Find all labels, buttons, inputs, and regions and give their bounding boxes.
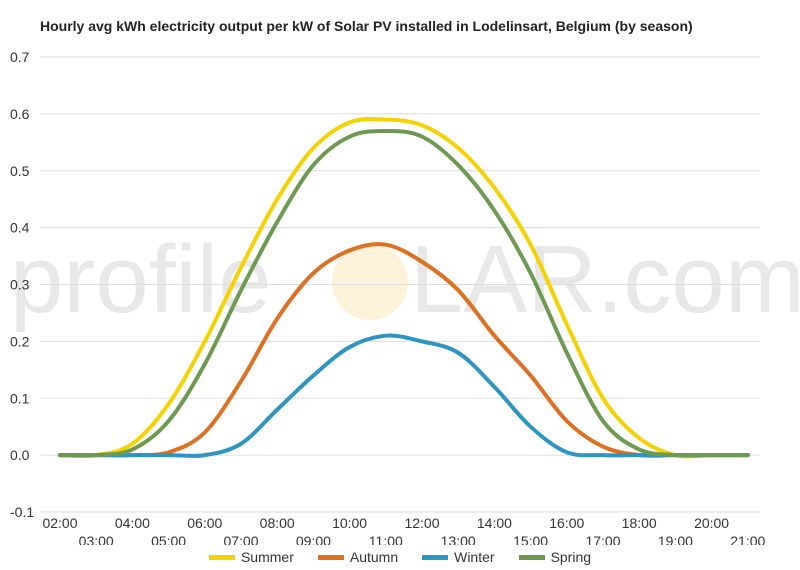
x-tick-label: 04:00 [115, 515, 150, 531]
legend-swatch-summer [208, 554, 235, 560]
x-axis: 02:0003:0004:0005:0006:0007:0008:0009:00… [42, 515, 765, 545]
series-line-spring [58, 128, 750, 458]
grid-lines [40, 56, 760, 513]
x-tick-label: 10:00 [332, 515, 367, 531]
line-chart: profile LAR.com -0.1 0.0 0.1 0.2 0.3 0.4 0.5 0.… [10, 49, 800, 545]
x-tick-label: 18:00 [622, 515, 657, 531]
legend-item-winter: Winter [422, 549, 495, 565]
x-tick-label: 06:00 [187, 515, 222, 531]
x-tick-label: 08:00 [260, 515, 295, 531]
watermark: profile LAR.com [10, 226, 800, 333]
x-tick-label: 09:00 [296, 533, 331, 545]
y-tick-label: 0.7 [10, 49, 30, 65]
legend: Summer Autumn Winter Spring [0, 549, 800, 565]
legend-label-summer: Summer [240, 549, 294, 565]
x-tick-label: 16:00 [549, 515, 584, 531]
legend-swatch-winter [422, 554, 449, 560]
x-tick-label: 13:00 [441, 533, 476, 545]
series-line-winter [58, 333, 750, 458]
legend-item-spring: Spring [518, 549, 592, 565]
x-tick-label: 17:00 [585, 533, 620, 545]
x-tick-label: 03:00 [79, 533, 114, 545]
legend-swatch-spring [518, 554, 545, 560]
x-tick-label: 15:00 [513, 533, 548, 545]
watermark-sun [332, 244, 408, 320]
y-tick-label: 0.6 [10, 106, 30, 122]
legend-label-autumn: Autumn [349, 549, 399, 565]
watermark-text-left: profile [10, 226, 271, 333]
x-tick-label: 21:00 [730, 533, 765, 545]
chart-title: Hourly avg kWh electricity output per kW… [40, 18, 693, 34]
legend-item-autumn: Autumn [317, 549, 399, 565]
x-tick-label: 12:00 [404, 515, 439, 531]
legend-swatch-autumn [317, 554, 344, 560]
x-tick-label: 05:00 [151, 533, 186, 545]
series-lines [58, 117, 750, 459]
y-tick-label: 0.0 [10, 447, 30, 463]
legend-item-summer: Summer [208, 549, 294, 565]
y-tick-label: 0.3 [10, 277, 30, 293]
y-tick-label: 0.5 [10, 163, 30, 179]
y-tick-label: 0.2 [10, 333, 30, 349]
y-tick-label: 0.4 [10, 220, 30, 236]
legend-label-winter: Winter [454, 549, 495, 565]
x-tick-label: 20:00 [694, 515, 729, 531]
y-tick-label: -0.1 [10, 504, 34, 520]
x-tick-label: 02:00 [42, 515, 77, 531]
y-axis: -0.1 0.0 0.1 0.2 0.3 0.4 0.5 0.6 0.7 [10, 49, 34, 520]
series-line-summer [58, 117, 750, 459]
legend-label-spring: Spring [550, 549, 592, 565]
y-tick-label: 0.1 [10, 390, 30, 406]
x-tick-label: 07:00 [223, 533, 258, 545]
watermark-text-right: LAR.com [410, 226, 800, 333]
x-tick-label: 14:00 [477, 515, 512, 531]
x-tick-label: 19:00 [658, 533, 693, 545]
x-tick-label: 11:00 [369, 533, 403, 545]
